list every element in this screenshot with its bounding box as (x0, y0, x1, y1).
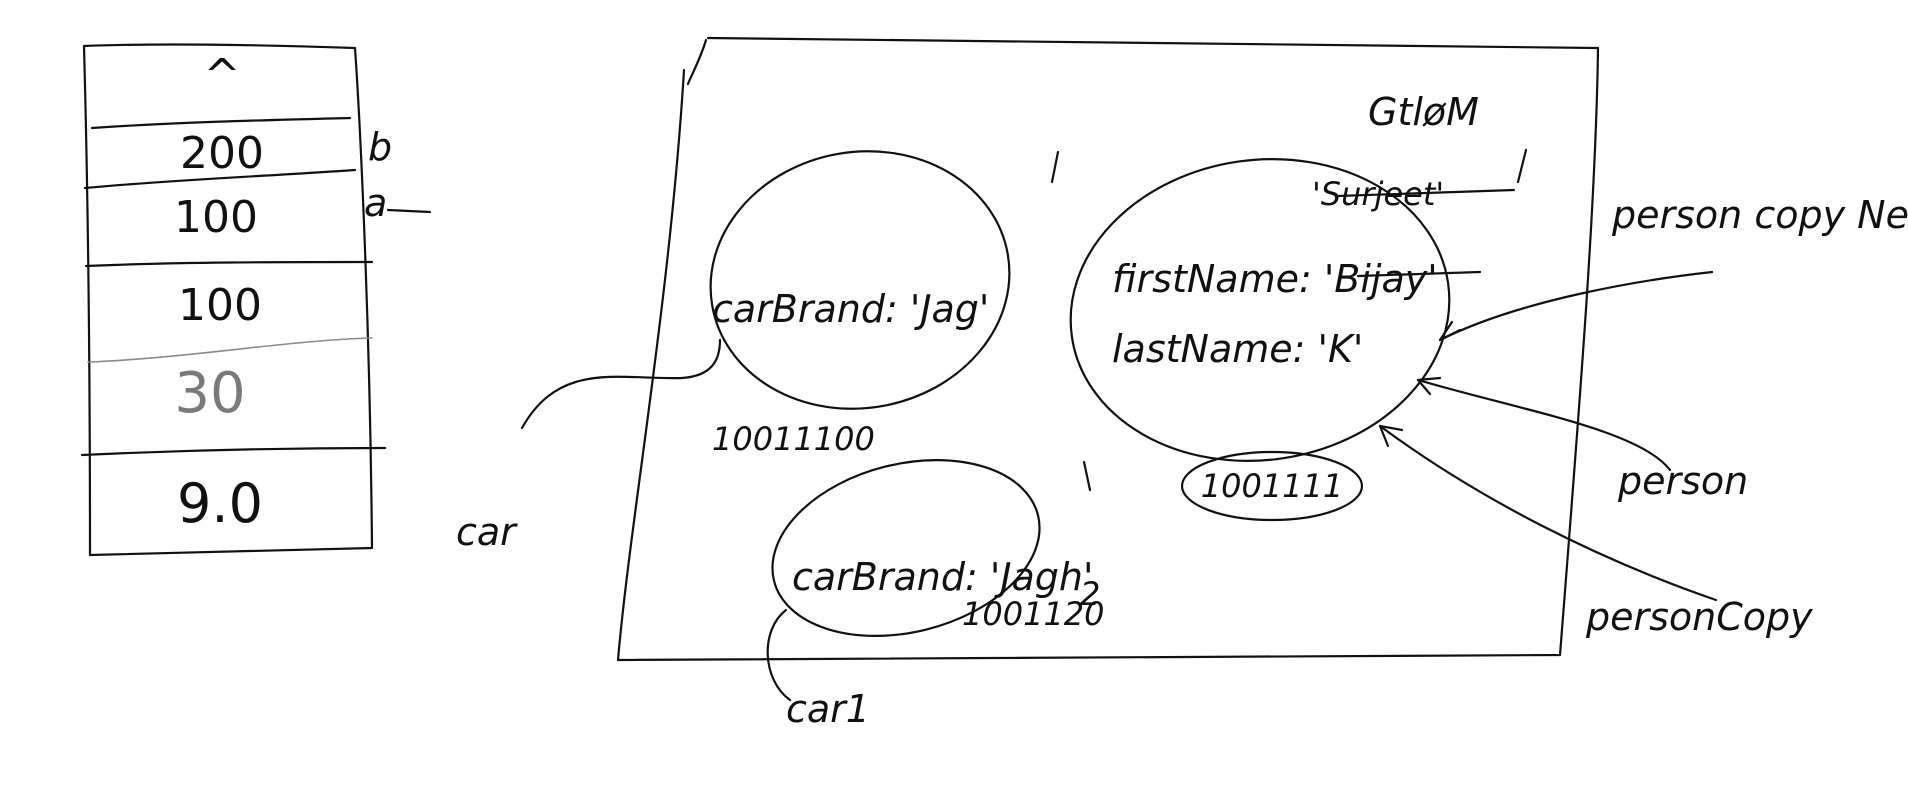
object-address: 1001111 (1201, 467, 1344, 505)
reference-arrow (1416, 378, 1672, 472)
stack-diagram: ^ 200 100 100 30 9.0 b a (80, 43, 432, 557)
reference-label: person copy New (1611, 193, 1908, 237)
stack-cell-label: b (368, 125, 392, 169)
stack-cell-value: 9.0 (177, 472, 263, 535)
object-field: firstName: 'Bijay' (1112, 257, 1438, 301)
address-overwrite: 2 (1080, 575, 1100, 613)
object-field: lastName: 'K' (1112, 327, 1363, 371)
reference-arrow (1378, 424, 1718, 602)
reference-label: person (1617, 459, 1748, 503)
object-bubble (709, 150, 1011, 410)
heap-title: GtløM (1368, 90, 1479, 134)
reference-arrow (1378, 424, 1404, 448)
reference-arrow (1438, 270, 1714, 342)
stack-divider (80, 446, 387, 457)
stack-divider (84, 260, 374, 268)
label-pointer (386, 208, 432, 214)
object-address: 1001120 (962, 595, 1105, 633)
reference-arrow (520, 338, 722, 430)
stack-divider (87, 337, 373, 363)
ink-mark (1082, 460, 1092, 492)
object-field: carBrand: 'Jagh' (792, 555, 1093, 599)
ink-mark (1050, 150, 1060, 184)
stack-cell-value: 100 (174, 192, 258, 243)
stack-outline (82, 43, 374, 557)
reference-label: personCopy (1585, 595, 1813, 639)
strike-through (1336, 188, 1516, 198)
strike-through (1356, 270, 1482, 278)
stack-cell-value: 30 (174, 361, 245, 426)
heap-diagram: GtløM carBrand: 'Jag' 10011100 car carBr… (456, 36, 1908, 731)
variable-name: car1 (786, 687, 870, 731)
object-field: carBrand: 'Jag' (712, 287, 989, 331)
ink-mark (1516, 148, 1528, 184)
stack-cell-value: ^ (204, 50, 241, 101)
heap-outline (616, 36, 1600, 662)
object-bubble (771, 459, 1041, 637)
address-bubble (1180, 450, 1364, 522)
stack-cell-value: 200 (180, 128, 264, 179)
stack-cell-label: a (364, 181, 387, 225)
reference-arrow (1416, 376, 1442, 396)
reference-arrow (766, 608, 792, 702)
car-object-1: carBrand: 'Jag' 10011100 car (456, 150, 1011, 554)
stack-divider (83, 168, 357, 190)
car-object-2: carBrand: 'Jagh' 1001120 2 car1 (766, 459, 1105, 731)
reference-arrow (1438, 320, 1462, 342)
person-object: 'Surjeet' firstName: 'Bijay' lastName: '… (1069, 158, 1908, 639)
stack-divider (90, 116, 352, 130)
object-bubble (1069, 158, 1451, 462)
object-address: 10011100 (712, 420, 875, 458)
stack-cell-value: 100 (178, 280, 262, 331)
variable-name: car (456, 510, 518, 554)
